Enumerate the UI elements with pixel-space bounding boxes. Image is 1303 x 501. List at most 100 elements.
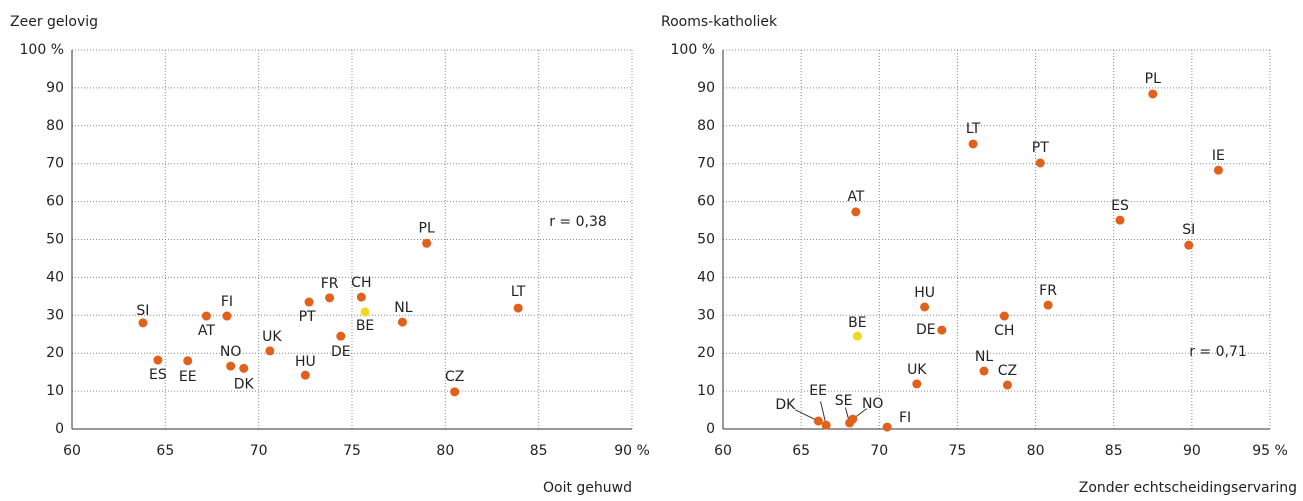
y-tick-label: 50	[697, 232, 715, 248]
point	[138, 318, 148, 328]
y-tick-label: 10	[46, 383, 64, 399]
x-tick-label: 90	[1183, 443, 1201, 459]
y-tick-label: 70	[697, 156, 715, 172]
point	[450, 387, 460, 397]
x-tick-label: 80	[1027, 443, 1045, 459]
point-label: FI	[221, 294, 233, 310]
point-label: UK	[907, 362, 927, 378]
point	[848, 414, 858, 424]
y-tick-label: 100 %	[671, 42, 715, 58]
point-label: ES	[1111, 198, 1129, 214]
point-label: PT	[1032, 140, 1049, 156]
point-label: DE	[331, 344, 351, 360]
point-label: PT	[299, 309, 316, 325]
chart-title: Zeer gelovig	[10, 14, 98, 30]
point-label: LT	[511, 284, 526, 300]
x-axis-label: Zonder echtscheidingservaring	[1079, 480, 1297, 496]
point	[999, 311, 1009, 321]
x-tick-label: 75	[343, 443, 361, 459]
point-label: NO	[220, 344, 242, 360]
y-tick-label: 40	[46, 269, 64, 285]
point-label: SI	[136, 303, 149, 319]
x-tick-label: 85	[1105, 443, 1123, 459]
x-tick-label: 65	[156, 443, 174, 459]
point-label: DK	[775, 397, 796, 413]
point	[1115, 215, 1125, 225]
point	[1002, 380, 1012, 390]
y-tick-label: 100 %	[20, 42, 64, 58]
y-tick-label: 40	[697, 269, 715, 285]
point-label: CZ	[445, 369, 464, 385]
y-tick-label: 0	[706, 421, 715, 437]
y-tick-label: 60	[46, 194, 64, 210]
point	[851, 207, 861, 217]
point	[397, 317, 407, 327]
point-label: EE	[179, 369, 197, 385]
x-tick-label: 60	[63, 443, 81, 459]
point	[201, 311, 211, 321]
point	[304, 297, 314, 307]
y-tick-label: 90	[697, 80, 715, 96]
point	[422, 238, 432, 248]
point-label: FI	[899, 410, 911, 426]
point	[356, 292, 366, 302]
x-tick-label: 95 %	[1252, 443, 1288, 459]
x-tick-label: 75	[949, 443, 967, 459]
point	[153, 355, 163, 365]
point	[920, 302, 930, 312]
y-tick-label: 30	[46, 307, 64, 323]
point-label: PL	[1145, 71, 1161, 87]
point	[226, 361, 236, 371]
y-tick-label: 60	[697, 194, 715, 210]
point-label: HU	[295, 354, 316, 370]
point-label: CZ	[998, 363, 1017, 379]
annotation: r = 0,38	[549, 214, 607, 230]
point	[222, 311, 232, 321]
point	[882, 422, 892, 432]
point	[968, 139, 978, 149]
point	[300, 370, 310, 380]
chart-title: Rooms-katholiek	[661, 14, 778, 30]
y-tick-label: 0	[55, 421, 64, 437]
point-label: NL	[975, 349, 993, 365]
y-tick-label: 90	[46, 80, 64, 96]
y-tick-label: 80	[46, 118, 64, 134]
y-tick-label: 30	[697, 307, 715, 323]
point	[912, 379, 922, 389]
x-tick-label: 65	[792, 443, 810, 459]
y-tick-label: 80	[697, 118, 715, 134]
point	[813, 416, 823, 426]
point	[183, 356, 193, 366]
y-tick-label: 50	[46, 232, 64, 248]
point	[513, 303, 523, 313]
point-label: UK	[262, 329, 282, 345]
point	[265, 346, 275, 356]
x-tick-label: 90 %	[614, 443, 650, 459]
point	[852, 331, 862, 341]
y-tick-label: 20	[46, 345, 64, 361]
y-tick-label: 70	[46, 156, 64, 172]
point	[336, 331, 346, 341]
x-tick-label: 60	[714, 443, 732, 459]
point-label: HU	[914, 285, 935, 301]
point	[239, 363, 249, 373]
point-label: NO	[862, 396, 884, 412]
x-axis-label: Ooit gehuwd	[543, 480, 632, 496]
point-label: SI	[1182, 222, 1195, 238]
point-label: ES	[149, 367, 167, 383]
point-label: FR	[1039, 283, 1057, 299]
point-label: FR	[321, 276, 339, 292]
x-tick-label: 70	[870, 443, 888, 459]
y-tick-label: 10	[697, 383, 715, 399]
point	[1148, 89, 1158, 99]
point-label: DK	[234, 376, 255, 392]
point-label: EE	[809, 383, 827, 399]
x-tick-label: 70	[250, 443, 268, 459]
point-label: CH	[994, 323, 1014, 339]
point-label: BE	[356, 318, 374, 334]
point	[821, 420, 831, 430]
point	[360, 307, 370, 317]
point	[1184, 240, 1194, 250]
y-tick-label: 20	[697, 345, 715, 361]
